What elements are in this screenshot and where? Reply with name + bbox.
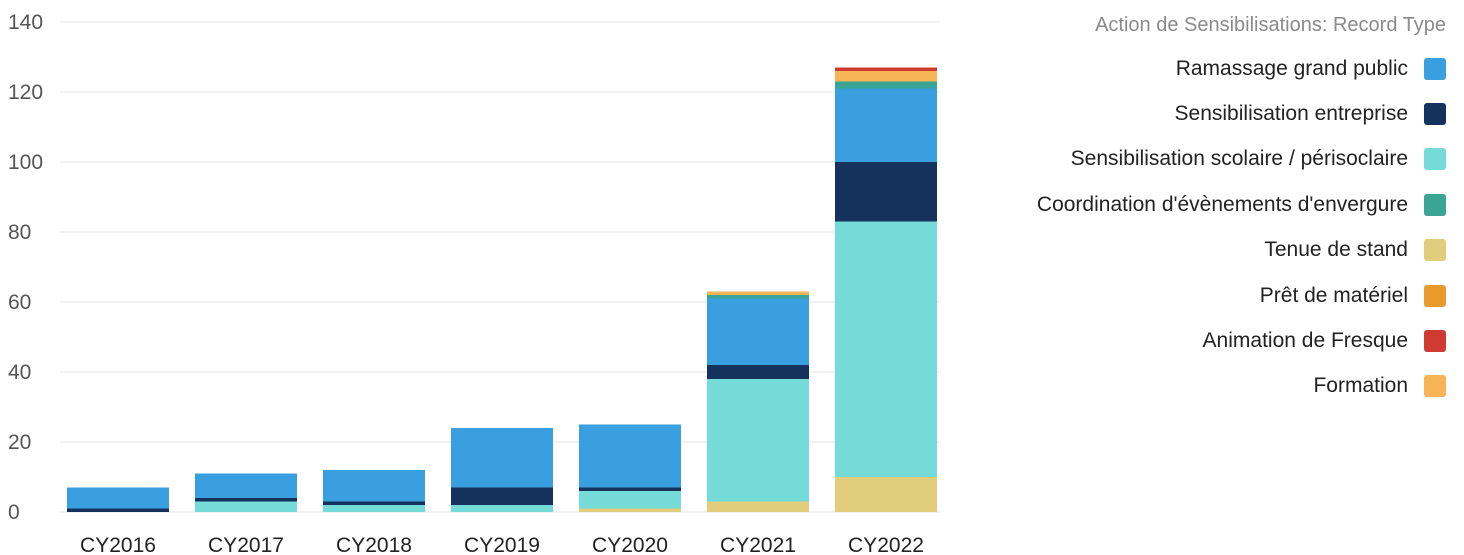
legend-swatch — [1424, 375, 1446, 398]
bar-segment[interactable] — [195, 473, 297, 499]
legend-item[interactable]: Sensibilisation scolaire / périsoclaire — [940, 137, 1450, 182]
legend-label: Tenue de stand — [1264, 238, 1408, 262]
legend-swatch — [1424, 148, 1446, 171]
bar-stack-cy2019 — [451, 428, 553, 512]
legend-item[interactable]: Prêt de matériel — [940, 273, 1450, 318]
y-axis-tick-labels: 0 20 40 60 80 100 120 140 — [8, 11, 43, 524]
x-tick-label: CY2019 — [464, 534, 540, 555]
bar-segment[interactable] — [579, 487, 681, 492]
legend-swatch — [1424, 103, 1446, 126]
bar-segment[interactable] — [579, 491, 681, 509]
x-tick-label: CY2018 — [336, 534, 412, 555]
bar-segment[interactable] — [67, 487, 169, 509]
legend-items: Ramassage grand public Sensibilisation en… — [940, 46, 1450, 409]
y-tick-label: 60 — [8, 291, 31, 314]
x-axis-category-labels: CY2016 CY2017 CY2018 CY2019 CY2020 CY2021 CY20… — [80, 534, 924, 555]
legend-label: Prêt de matériel — [1259, 283, 1408, 307]
legend-label: Sensibilisation entreprise — [1174, 102, 1408, 126]
y-tick-label: 120 — [8, 81, 43, 104]
bar-segment[interactable] — [195, 501, 297, 513]
bar-segment[interactable] — [707, 291, 809, 296]
y-tick-label: 100 — [8, 151, 43, 174]
legend-label: Animation de Fresque — [1202, 329, 1408, 353]
bar-segment[interactable] — [835, 477, 937, 512]
y-tick-label: 20 — [8, 431, 31, 454]
legend-label: Formation — [1313, 374, 1408, 398]
y-tick-label: 0 — [8, 501, 20, 524]
chart-legend: Action de Sensibilisations: Record Type … — [940, 10, 1450, 409]
legend-swatch — [1424, 284, 1446, 307]
bar-segment[interactable] — [835, 221, 937, 478]
legend-swatch — [1424, 193, 1446, 216]
x-tick-label: CY2017 — [208, 534, 284, 555]
bar-segment[interactable] — [579, 508, 681, 513]
legend-item[interactable]: Formation — [940, 364, 1450, 409]
bar-segment[interactable] — [835, 162, 937, 222]
legend-title: Action de Sensibilisations: Record Type — [1095, 14, 1446, 36]
bar-segment[interactable] — [195, 498, 297, 502]
bar-segment[interactable] — [835, 67, 937, 72]
bar-stack-cy2018 — [323, 470, 425, 512]
legend-item[interactable]: Ramassage grand public — [940, 46, 1450, 91]
legend-item[interactable]: Coordination d'évènements d'envergure — [940, 182, 1450, 227]
bar-segment[interactable] — [835, 81, 937, 89]
legend-swatch — [1424, 239, 1446, 262]
legend-item[interactable]: Tenue de stand — [940, 228, 1450, 273]
x-tick-label: CY2016 — [80, 534, 156, 555]
legend-label: Coordination d'évènements d'envergure — [1036, 192, 1408, 216]
y-tick-label: 40 — [8, 361, 31, 384]
bar-stacks — [67, 67, 937, 513]
x-tick-label: CY2021 — [720, 534, 796, 555]
legend-label: Ramassage grand public — [1175, 56, 1408, 80]
bar-segment[interactable] — [67, 508, 169, 513]
bar-segment[interactable] — [835, 88, 937, 163]
bar-stack-cy2021 — [707, 291, 809, 513]
bar-segment[interactable] — [707, 298, 809, 366]
bar-segment[interactable] — [707, 379, 809, 502]
x-tick-label: CY2022 — [848, 534, 924, 555]
bar-segment[interactable] — [707, 295, 809, 299]
y-tick-label: 140 — [8, 11, 43, 34]
bar-segment[interactable] — [707, 365, 809, 379]
bar-segment[interactable] — [579, 424, 681, 488]
legend-swatch — [1424, 57, 1446, 80]
bar-stack-cy2020 — [579, 424, 681, 513]
bar-segment[interactable] — [323, 505, 425, 512]
x-tick-label: CY2020 — [592, 534, 668, 555]
bar-segment[interactable] — [451, 505, 553, 512]
bar-stack-cy2016 — [67, 487, 169, 513]
bar-segment[interactable] — [323, 501, 425, 506]
bar-segment[interactable] — [835, 71, 937, 82]
legend-item[interactable]: Sensibilisation entreprise — [940, 91, 1450, 136]
bar-segment[interactable] — [451, 428, 553, 488]
legend-swatch — [1424, 330, 1446, 353]
legend-item[interactable]: Animation de Fresque — [940, 318, 1450, 363]
bar-stack-cy2017 — [195, 473, 297, 513]
bar-segment[interactable] — [451, 487, 553, 506]
bar-segment[interactable] — [707, 501, 809, 513]
grid-lines — [60, 21, 940, 513]
y-tick-label: 80 — [8, 221, 31, 244]
legend-label: Sensibilisation scolaire / périsoclaire — [1070, 147, 1408, 171]
bar-segment[interactable] — [323, 470, 425, 502]
bar-stack-cy2022 — [835, 67, 937, 512]
